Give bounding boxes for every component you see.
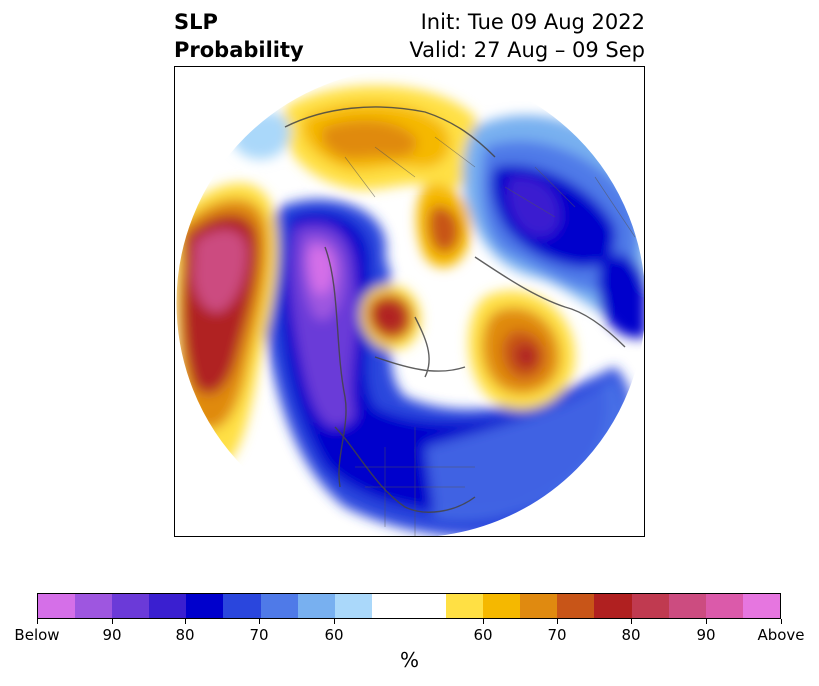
colorbar-segment xyxy=(408,594,447,618)
colorbar-tick-mark xyxy=(37,619,38,624)
colorbar-segment xyxy=(149,594,187,618)
colorbar-segment xyxy=(186,594,224,618)
colorbar-tick-label: 60 xyxy=(324,626,344,644)
colorbar-segment xyxy=(594,594,632,618)
title-left: SLP Probability xyxy=(174,8,304,64)
colorbar-segment xyxy=(371,594,409,618)
colorbar-segment xyxy=(446,594,484,618)
colorbar-tick-mark xyxy=(557,619,558,624)
map-frame xyxy=(174,66,645,537)
colorbar-segment xyxy=(557,594,595,618)
colorbar-segment xyxy=(631,594,669,618)
colorbar-tick-label: 70 xyxy=(547,626,567,644)
colorbar-tick-mark xyxy=(781,619,782,624)
title-line-1: SLP xyxy=(174,10,218,34)
colorbar-tick-mark xyxy=(334,619,335,624)
colorbar-segment xyxy=(668,594,706,618)
colorbar-tick-mark xyxy=(185,619,186,624)
colorbar-tick-mark xyxy=(631,619,632,624)
colorbar-segment xyxy=(520,594,558,618)
colorbar-tick-mark xyxy=(259,619,260,624)
colorbar-segment xyxy=(297,594,335,618)
colorbar-segment xyxy=(742,594,780,618)
colorbar-tick-mark xyxy=(483,619,484,624)
colorbar-tick-mark xyxy=(706,619,707,624)
colorbar-segment xyxy=(483,594,521,618)
colorbar-segment xyxy=(75,594,113,618)
colorbar-segment xyxy=(334,594,372,618)
title-right: Init: Tue 09 Aug 2022 Valid: 27 Aug – 09… xyxy=(409,8,645,64)
colorbar-tick-label: 80 xyxy=(175,626,195,644)
colorbar-tick-mark xyxy=(112,619,113,624)
colorbar-segment xyxy=(260,594,298,618)
colorbar-segment xyxy=(38,594,76,618)
colorbar-tick-labels: Below 90 80 70 60 60 70 80 90 Above xyxy=(14,626,804,646)
colorbar-unit: % xyxy=(399,648,419,672)
colorbar-tick-label: 90 xyxy=(102,626,122,644)
colorbar-tick-label: Above xyxy=(757,626,805,644)
colorbar-segment xyxy=(223,594,261,618)
title-line-2: Probability xyxy=(174,38,304,62)
colorbar-tick-label: 70 xyxy=(249,626,269,644)
valid-range: Valid: 27 Aug – 09 Sep xyxy=(409,38,645,62)
colorbar xyxy=(37,593,781,619)
colorbar-tick-label: Below xyxy=(14,626,60,644)
probability-map xyxy=(175,67,644,536)
colorbar-segment xyxy=(112,594,150,618)
colorbar-tick-label: 90 xyxy=(696,626,716,644)
init-date: Init: Tue 09 Aug 2022 xyxy=(420,10,645,34)
colorbar-segment xyxy=(705,594,743,618)
colorbar-tick-label: 60 xyxy=(473,626,493,644)
colorbar-tick-label: 80 xyxy=(621,626,641,644)
